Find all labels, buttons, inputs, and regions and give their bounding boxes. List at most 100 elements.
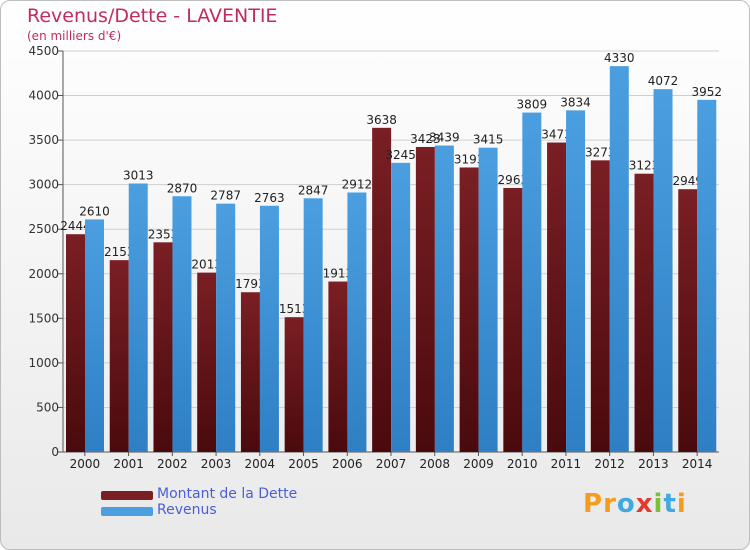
data-label-revenus: 2610 <box>79 204 110 218</box>
data-label-dette: 3638 <box>366 113 397 127</box>
data-label-revenus: 3834 <box>560 95 591 109</box>
bar-revenus <box>172 196 192 452</box>
data-label-revenus: 4330 <box>604 51 635 65</box>
bar-revenus <box>259 205 279 452</box>
data-label-revenus: 3809 <box>517 98 548 112</box>
logo-letter: t <box>663 489 677 519</box>
data-label-dette: 2353 <box>148 227 179 241</box>
chart-title: Revenus/Dette - LAVENTIE <box>27 5 278 27</box>
x-tick-label: 2006 <box>332 457 363 471</box>
data-label-dette: 1513 <box>279 302 310 316</box>
y-tick-label: 2000 <box>28 267 59 281</box>
y-tick-label: 2500 <box>28 222 59 236</box>
data-label-revenus: 3952 <box>691 85 722 99</box>
x-tick-label: 2001 <box>113 457 144 471</box>
y-tick-label: 3000 <box>28 178 59 192</box>
data-label-revenus: 3013 <box>123 169 154 183</box>
bar-dette <box>590 160 610 452</box>
data-label-revenus: 2787 <box>210 189 241 203</box>
bar-revenus <box>434 145 454 453</box>
bar-dette <box>372 127 392 452</box>
proxiti-logo: Proxiti <box>583 489 687 519</box>
bar-revenus <box>216 203 236 452</box>
data-label-revenus: 4072 <box>648 74 679 88</box>
data-label-revenus: 2847 <box>298 183 329 197</box>
y-tick-label: 0 <box>51 445 59 459</box>
x-tick-label: 2012 <box>594 457 625 471</box>
bar-dette <box>503 187 523 452</box>
data-label-revenus: 3245 <box>385 148 416 162</box>
bar-dette <box>240 292 260 452</box>
bar-dette <box>153 242 173 452</box>
data-label-dette: 1793 <box>235 277 266 291</box>
chart-subtitle: (en milliers d'€) <box>27 29 122 43</box>
data-label-dette: 2444 <box>60 219 91 233</box>
logo-letter: x <box>635 489 654 519</box>
data-label-revenus: 2912 <box>342 178 373 192</box>
bar-dette <box>284 317 304 452</box>
data-label-dette: 3123 <box>629 159 660 173</box>
x-tick-label: 2010 <box>507 457 538 471</box>
legend-label-dette: Montant de la Dette <box>157 486 298 502</box>
data-label-revenus: 2870 <box>167 181 198 195</box>
x-tick-label: 2008 <box>419 457 450 471</box>
bar-revenus <box>391 162 411 452</box>
bar-revenus <box>566 110 586 453</box>
x-tick-label: 2007 <box>376 457 407 471</box>
legend-swatch-revenus <box>101 507 153 516</box>
logo-letter: r <box>603 489 617 519</box>
bar-dette <box>678 189 698 452</box>
logo-letter: o <box>616 489 636 519</box>
bar-revenus <box>478 147 498 453</box>
y-tick-label: 500 <box>36 400 59 414</box>
bar-revenus <box>522 112 542 452</box>
data-label-dette: 3193 <box>454 152 485 166</box>
data-label-dette: 3423 <box>410 132 441 146</box>
bar-revenus <box>303 198 323 452</box>
logo-letter: P <box>583 489 604 519</box>
bar-revenus <box>653 89 673 452</box>
bar-dette <box>634 173 654 452</box>
data-label-dette: 1913 <box>323 267 354 281</box>
data-label-revenus: 2763 <box>254 191 285 205</box>
bar-revenus <box>85 219 104 452</box>
y-tick-label: 3500 <box>28 133 59 147</box>
x-tick-label: 2013 <box>638 457 669 471</box>
x-tick-label: 2014 <box>682 457 713 471</box>
bar-dette <box>547 142 567 453</box>
legend-swatch-dette <box>101 491 153 500</box>
data-label-dette: 3273 <box>585 145 616 159</box>
x-tick-label: 2005 <box>288 457 319 471</box>
bar-revenus <box>609 66 629 452</box>
x-tick-label: 2011 <box>551 457 582 471</box>
data-label-revenus: 3415 <box>473 133 504 147</box>
bar-dette <box>415 146 435 453</box>
y-tick-label: 4000 <box>28 89 59 103</box>
x-tick-label: 2009 <box>463 457 494 471</box>
bar-dette <box>66 234 85 452</box>
data-label-dette: 2013 <box>191 258 222 272</box>
logo-letter: i <box>676 489 687 519</box>
y-tick-label: 1500 <box>28 311 59 325</box>
bar-dette <box>459 167 479 453</box>
data-label-dette: 2963 <box>498 173 529 187</box>
data-label-dette: 3473 <box>541 128 572 142</box>
bar-revenus <box>128 183 148 452</box>
x-tick-label: 2002 <box>157 457 188 471</box>
bar-revenus <box>697 99 717 452</box>
y-tick-label: 1000 <box>28 356 59 370</box>
data-label-dette: 2949 <box>672 174 703 188</box>
x-tick-label: 2004 <box>245 457 276 471</box>
bar-dette <box>197 272 217 452</box>
data-label-dette: 2153 <box>104 245 135 259</box>
x-tick-label: 2000 <box>70 457 101 471</box>
y-tick-label: 4500 <box>28 44 59 58</box>
x-tick-label: 2003 <box>201 457 232 471</box>
bar-dette <box>328 281 348 452</box>
logo-letter: i <box>653 489 664 519</box>
bar-revenus <box>347 192 367 453</box>
bar-dette <box>109 260 129 452</box>
data-label-revenus: 3439 <box>429 131 460 145</box>
